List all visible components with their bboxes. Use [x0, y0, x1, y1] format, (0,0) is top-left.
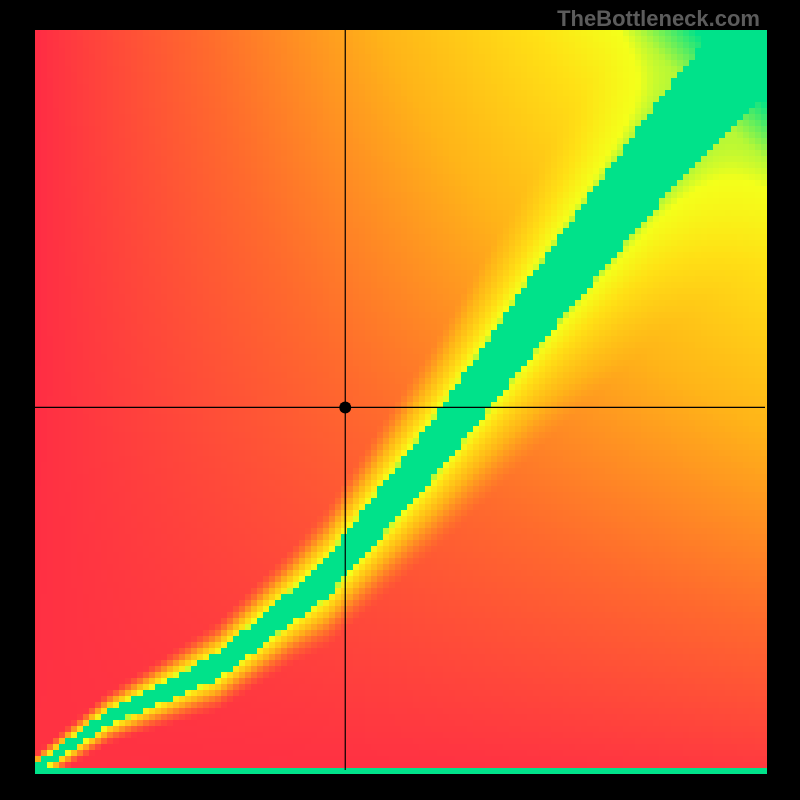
watermark-text: TheBottleneck.com [557, 6, 760, 32]
chart-container: TheBottleneck.com [0, 0, 800, 800]
heatmap-canvas [0, 0, 800, 800]
